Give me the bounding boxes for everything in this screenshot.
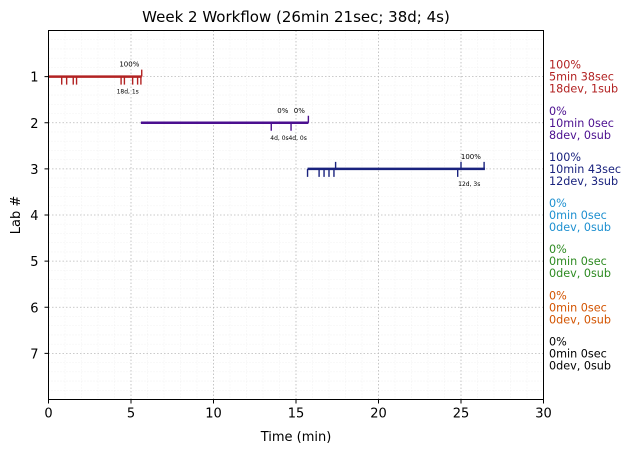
- lab-2-annotation: 4d, 0s: [288, 135, 306, 142]
- lab-4-summary-line: 0dev, 0sub: [549, 221, 611, 234]
- lab-1-summary-line: 5min 38sec: [549, 71, 614, 84]
- lab-4-summary-line: 0%: [549, 197, 567, 210]
- lab-1-summary-line: 100%: [549, 59, 581, 72]
- lab-2-summary-line: 10min 0sec: [549, 117, 614, 130]
- x-axis-ticks: 0 5 10 15 20 25 30: [44, 399, 552, 422]
- lab-5-summary-line: 0min 0sec: [549, 255, 607, 268]
- y-tick-label: 1: [30, 71, 38, 86]
- lab-2-annotation: 0%: [294, 107, 305, 115]
- x-tick-label: 10: [205, 407, 222, 422]
- y-tick-label: 6: [30, 301, 38, 316]
- x-tick-label: 25: [453, 407, 470, 422]
- lab-3-annotation: 100%: [461, 153, 481, 161]
- lab-bars: [48, 69, 485, 177]
- y-axis-ticks: 1 2 3 4 5 6 7: [30, 71, 49, 362]
- y-axis-label: Lab #: [9, 196, 24, 235]
- lab-5-summary-line: 0%: [549, 243, 567, 256]
- lab-6-summary-line: 0%: [549, 289, 567, 302]
- lab-2-annotation: 0%: [277, 107, 288, 115]
- x-tick-label: 30: [535, 407, 552, 422]
- lab-3-annotation: 12d, 3s: [458, 181, 480, 188]
- x-axis-label: Time (min): [260, 430, 332, 445]
- lab-7-summary-line: 0dev, 0sub: [549, 359, 611, 372]
- lab-1-summary-line: 18dev, 1sub: [549, 83, 618, 96]
- lab-3-summary-line: 10min 43sec: [549, 163, 621, 176]
- bar-annotations: 100% 18d, 1s 0% 0% 4d, 0s 4d, 0s 100% 12d, 3s: [117, 61, 482, 188]
- x-tick-label: 5: [127, 407, 135, 422]
- lab-7-summary-line: 0%: [549, 335, 567, 348]
- chart-title: Week 2 Workflow (26min 21sec; 38d; 4s): [142, 8, 450, 26]
- y-tick-label: 2: [30, 117, 38, 132]
- lab-6-summary-line: 0dev, 0sub: [549, 313, 611, 326]
- lab-3-summary-line: 100%: [549, 151, 581, 164]
- y-tick-label: 4: [30, 209, 38, 224]
- lab-1-annotation: 18d, 1s: [117, 89, 139, 96]
- lab-1-annotation: 100%: [119, 61, 139, 69]
- y-tick-label: 5: [30, 255, 38, 270]
- x-tick-label: 20: [370, 407, 387, 422]
- lab-7-summary-line: 0min 0sec: [549, 347, 607, 360]
- lab-2-summary-line: 0%: [549, 105, 567, 118]
- lab-5-summary-line: 0dev, 0sub: [549, 267, 611, 280]
- lab-4-summary-line: 0min 0sec: [549, 209, 607, 222]
- y-tick-label: 3: [30, 163, 38, 178]
- x-tick-label: 0: [44, 407, 52, 422]
- y-tick-label: 7: [30, 347, 38, 362]
- lab-2-summary-line: 8dev, 0sub: [549, 129, 611, 142]
- lab-3-summary-line: 12dev, 3sub: [549, 175, 618, 188]
- lab-6-summary-line: 0min 0sec: [549, 301, 607, 314]
- x-tick-label: 15: [288, 407, 305, 422]
- lab-2-annotation: 4d, 0s: [270, 135, 288, 142]
